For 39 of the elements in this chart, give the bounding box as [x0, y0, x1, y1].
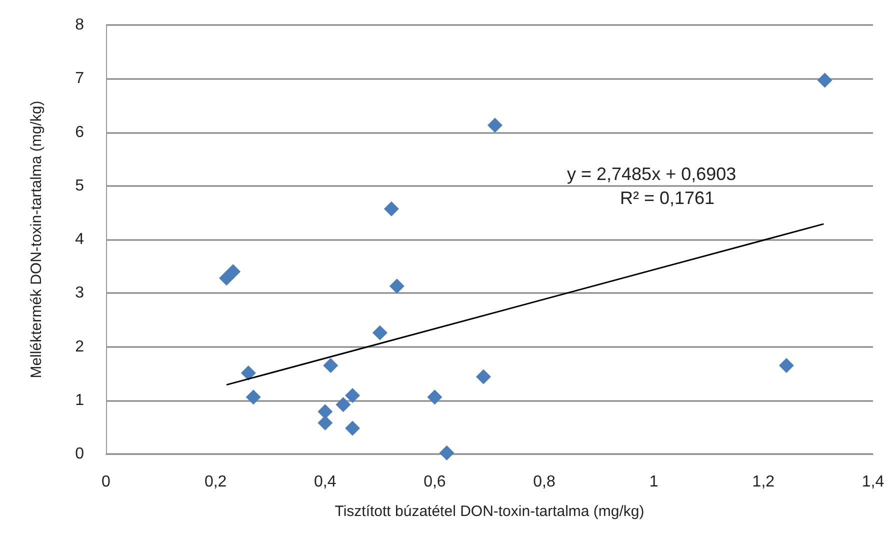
y-tick-label: 0	[75, 446, 84, 462]
point	[240, 366, 256, 381]
y-tick-label: 3	[75, 284, 84, 302]
point	[778, 358, 794, 374]
x-tick-label: 0,4	[314, 474, 336, 490]
point	[323, 358, 338, 374]
point	[246, 390, 261, 405]
x-tick-label: 1	[649, 474, 658, 490]
x-tick-label: 0,2	[204, 474, 227, 490]
y-tick-label: 1	[75, 392, 84, 409]
annotation: R² = 0,1761	[620, 188, 715, 208]
point	[226, 264, 241, 280]
x-tick-label: 1,2	[752, 474, 775, 490]
point	[345, 388, 360, 404]
point	[817, 72, 832, 88]
y-tick-label: 2	[75, 338, 84, 356]
x-tick-label: 1,4	[862, 474, 884, 490]
x-tick-label: 0	[102, 474, 111, 490]
point	[476, 369, 491, 384]
y-axis-title: Melléktermék DON-toxin-tartalma (mg/kg)	[28, 100, 45, 378]
point	[372, 325, 388, 340]
point	[439, 445, 454, 460]
y-tick-label: 4	[75, 231, 84, 248]
y-tick-label: 8	[75, 16, 84, 34]
point	[487, 118, 502, 133]
point	[345, 420, 360, 436]
annotation: y = 2,7485x + 0,6903	[567, 164, 736, 184]
point	[318, 404, 333, 420]
point	[427, 390, 442, 405]
point	[318, 415, 333, 430]
x-tick-label: 0,8	[533, 474, 556, 490]
x-tick-label: 0,6	[424, 474, 446, 490]
y-tick-label: 6	[75, 124, 84, 141]
point	[384, 201, 399, 216]
point	[336, 397, 351, 412]
y-tick-label: 5	[75, 177, 84, 194]
point	[389, 278, 404, 294]
y-tick-label: 7	[75, 70, 84, 88]
x-axis-title: Tisztított búzatétel DON-toxin-tartalma (mg/kg)	[334, 503, 644, 520]
